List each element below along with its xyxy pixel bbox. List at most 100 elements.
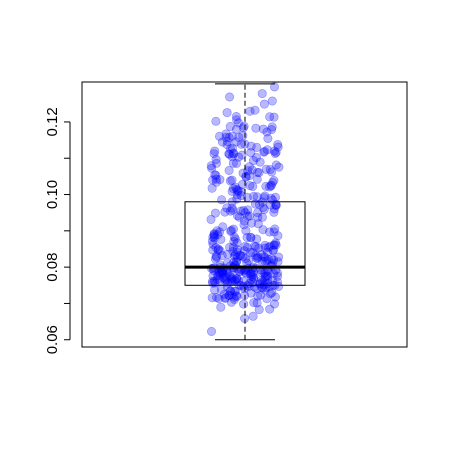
data-point (232, 190, 242, 200)
data-point (213, 245, 223, 255)
data-point (232, 247, 242, 257)
jitter-points (206, 82, 284, 336)
data-point (268, 245, 278, 255)
data-point (233, 186, 243, 196)
data-point (239, 121, 249, 131)
data-point (218, 273, 228, 283)
data-point (221, 132, 231, 142)
data-point (256, 290, 266, 300)
data-point (227, 152, 237, 162)
data-point (227, 175, 237, 185)
data-point (270, 292, 280, 302)
data-point (263, 275, 273, 285)
data-point (269, 176, 279, 186)
data-point (262, 145, 272, 155)
data-point (252, 142, 262, 152)
data-point (266, 181, 276, 191)
data-point (249, 191, 259, 201)
data-point (230, 275, 240, 285)
data-point (251, 123, 261, 133)
data-point (224, 149, 234, 159)
data-point (248, 278, 258, 288)
data-point (241, 269, 251, 279)
data-point (263, 271, 273, 281)
data-point (258, 225, 268, 235)
data-point (224, 133, 234, 143)
data-point (272, 277, 282, 287)
data-point (210, 254, 220, 264)
data-point (246, 274, 256, 284)
data-point (271, 147, 281, 157)
data-point (246, 148, 256, 158)
data-point (245, 211, 255, 221)
data-point (243, 211, 253, 221)
data-point (225, 122, 235, 132)
data-point (238, 251, 248, 261)
data-point (215, 175, 225, 185)
data-point (234, 212, 244, 222)
data-point (263, 255, 273, 265)
data-point (242, 233, 252, 243)
data-point (243, 166, 253, 176)
data-point (232, 256, 242, 266)
data-point (269, 204, 279, 214)
data-point (228, 184, 238, 194)
data-point (241, 254, 251, 264)
data-point (215, 246, 225, 256)
data-point (246, 269, 256, 279)
data-point (259, 204, 269, 214)
data-point (210, 146, 220, 156)
data-point (266, 193, 276, 203)
data-point (206, 161, 216, 171)
data-point (260, 240, 270, 250)
data-point (232, 124, 242, 134)
data-point (229, 292, 239, 302)
data-point (259, 99, 269, 109)
data-point (269, 255, 279, 265)
data-point (232, 185, 242, 195)
data-point (234, 132, 244, 142)
data-point (217, 137, 227, 147)
data-point (226, 225, 236, 235)
data-point (269, 146, 279, 156)
data-point (273, 140, 283, 150)
data-point (227, 290, 237, 300)
data-point (265, 165, 275, 175)
data-point (228, 246, 238, 256)
data-point (247, 272, 257, 282)
data-point (227, 203, 237, 213)
data-point (248, 248, 258, 258)
data-point (260, 253, 270, 263)
data-point (264, 227, 274, 237)
data-point (225, 286, 235, 296)
data-point (262, 247, 272, 257)
data-point (252, 174, 262, 184)
data-point (231, 112, 241, 122)
data-point (249, 298, 259, 308)
data-point (226, 277, 236, 287)
data-point (255, 279, 265, 289)
data-point (268, 275, 278, 285)
data-point (220, 293, 230, 303)
data-point (253, 168, 263, 178)
data-point (226, 226, 236, 236)
data-point (258, 277, 268, 287)
data-point (257, 212, 267, 222)
data-point (236, 187, 246, 197)
data-point (223, 249, 233, 259)
data-point (220, 293, 230, 303)
data-point (207, 183, 217, 193)
data-point (224, 166, 234, 176)
data-point (231, 182, 241, 192)
data-point (239, 284, 249, 294)
data-point (228, 242, 238, 252)
data-point (267, 96, 277, 106)
data-point (267, 288, 277, 298)
data-point (258, 124, 268, 134)
data-point (225, 206, 235, 216)
data-point (210, 285, 220, 295)
data-point (250, 105, 260, 115)
data-point (260, 256, 270, 266)
data-point (262, 256, 272, 266)
